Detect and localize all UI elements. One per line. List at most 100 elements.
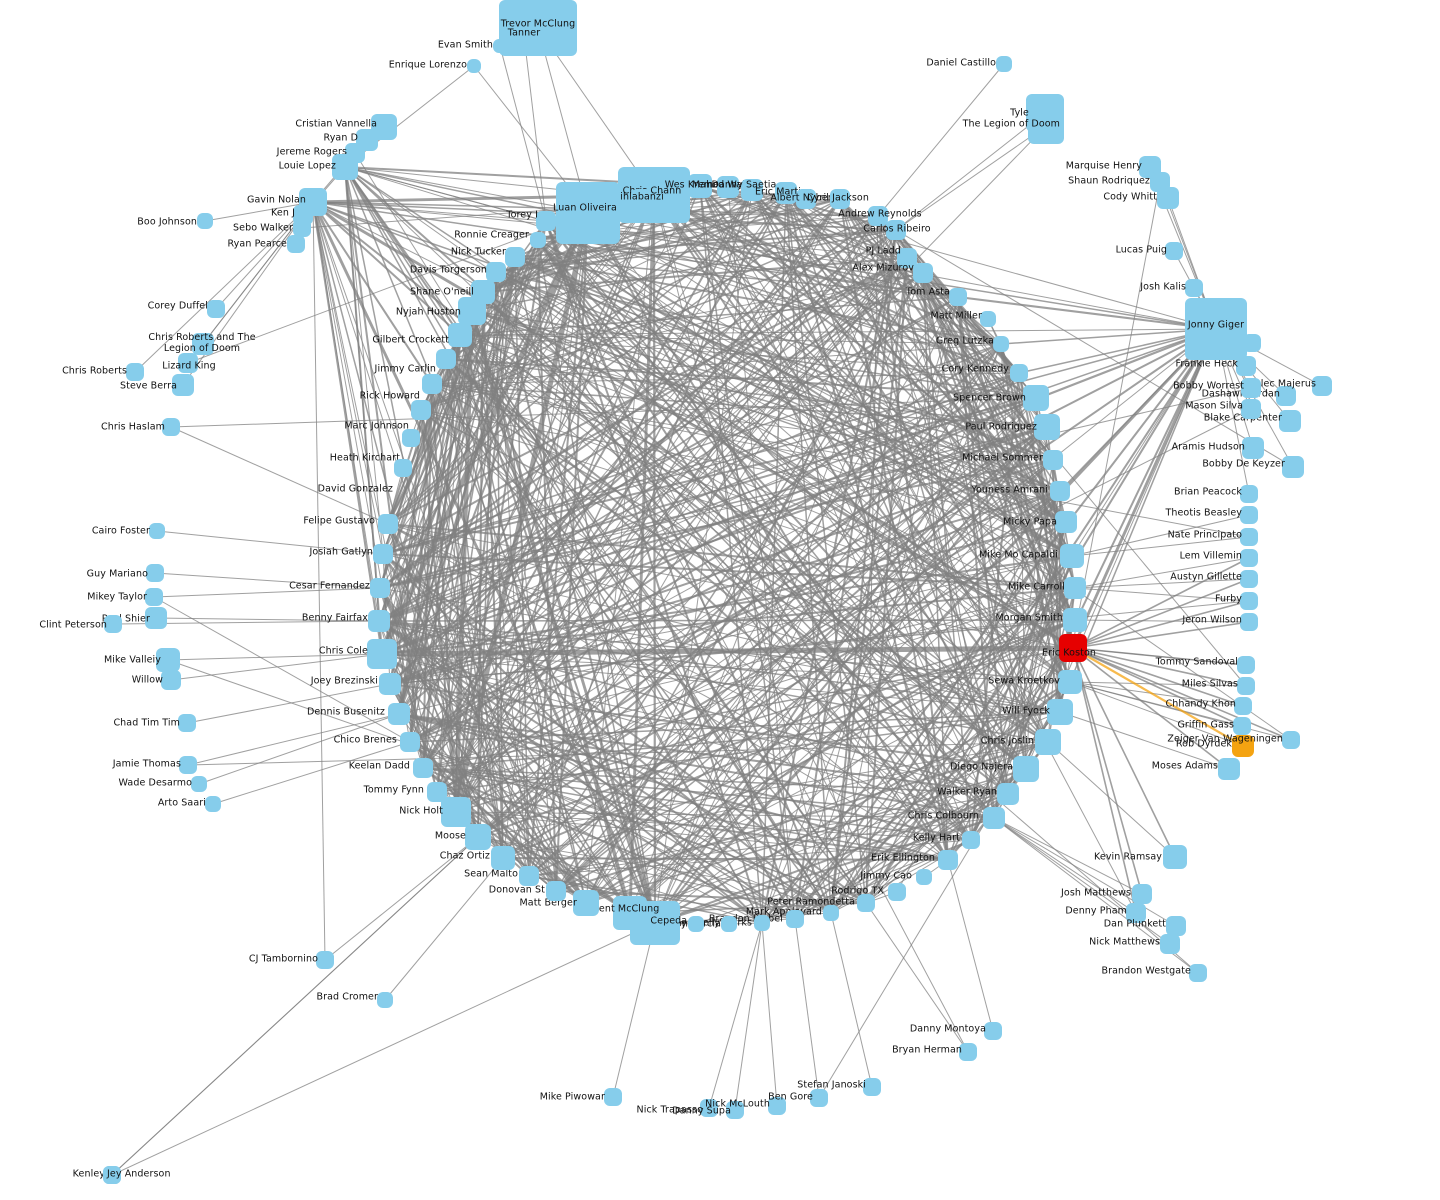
graph-node[interactable] — [1232, 735, 1254, 757]
graph-node[interactable] — [402, 429, 420, 447]
graph-node[interactable] — [411, 400, 431, 420]
graph-node[interactable] — [1242, 437, 1264, 459]
graph-node[interactable] — [886, 220, 906, 240]
graph-node[interactable] — [1233, 717, 1251, 735]
graph-node[interactable] — [172, 374, 194, 396]
graph-node[interactable] — [1035, 729, 1061, 755]
graph-node[interactable] — [613, 896, 647, 930]
graph-node[interactable] — [465, 824, 491, 850]
graph-node[interactable] — [192, 333, 214, 355]
graph-node[interactable] — [293, 219, 311, 237]
graph-node[interactable] — [1157, 187, 1179, 209]
graph-node[interactable] — [573, 890, 599, 916]
graph-node[interactable] — [368, 610, 390, 632]
graph-node[interactable] — [441, 797, 471, 827]
graph-node[interactable] — [287, 235, 305, 253]
graph-node[interactable] — [1165, 242, 1183, 260]
graph-node[interactable] — [868, 206, 888, 226]
graph-node[interactable] — [316, 951, 334, 969]
graph-node[interactable] — [370, 578, 390, 598]
graph-node[interactable] — [1240, 613, 1258, 631]
graph-node[interactable] — [897, 248, 917, 268]
graph-node[interactable] — [197, 213, 213, 229]
graph-node[interactable] — [367, 639, 397, 669]
graph-node[interactable] — [796, 189, 816, 209]
graph-node[interactable] — [145, 588, 163, 606]
graph-node[interactable] — [467, 59, 481, 73]
graph-node[interactable] — [556, 182, 620, 244]
graph-node[interactable] — [1023, 385, 1049, 411]
graph-node[interactable] — [458, 297, 486, 325]
graph-node[interactable] — [499, 0, 577, 56]
graph-node[interactable] — [379, 673, 401, 695]
graph-node[interactable] — [1240, 485, 1258, 503]
graph-node[interactable] — [1312, 376, 1332, 396]
graph-node[interactable] — [996, 56, 1012, 72]
graph-node[interactable] — [688, 174, 712, 198]
graph-node[interactable] — [949, 288, 967, 306]
graph-node[interactable] — [1043, 450, 1063, 470]
graph-node[interactable] — [530, 232, 546, 248]
graph-node[interactable] — [1185, 279, 1203, 297]
graph-node[interactable] — [1279, 410, 1301, 432]
graph-node[interactable] — [205, 796, 221, 812]
graph-node[interactable] — [959, 1043, 977, 1061]
graph-node[interactable] — [1237, 677, 1255, 695]
graph-node[interactable] — [700, 1099, 718, 1117]
graph-node[interactable] — [179, 756, 197, 774]
graph-node[interactable] — [1282, 456, 1304, 478]
graph-node[interactable] — [104, 615, 122, 633]
graph-node[interactable] — [916, 869, 932, 885]
graph-node[interactable] — [373, 544, 393, 564]
graph-node[interactable] — [146, 564, 164, 582]
graph-node[interactable] — [863, 1078, 881, 1096]
graph-node[interactable] — [103, 1166, 121, 1184]
graph-node[interactable] — [786, 910, 804, 928]
graph-node[interactable] — [413, 758, 433, 778]
graph-node[interactable] — [1010, 364, 1028, 382]
graph-node[interactable] — [618, 167, 690, 223]
graph-node[interactable] — [1059, 634, 1087, 662]
graph-node[interactable] — [1063, 608, 1087, 632]
graph-node[interactable] — [1166, 916, 1186, 936]
graph-node[interactable] — [427, 782, 447, 802]
graph-node[interactable] — [436, 349, 456, 369]
graph-node[interactable] — [1276, 386, 1296, 406]
graph-node[interactable] — [962, 831, 980, 849]
graph-node[interactable] — [604, 1088, 622, 1106]
graph-node[interactable] — [1240, 592, 1258, 610]
graph-node[interactable] — [400, 732, 420, 752]
graph-node[interactable] — [1034, 414, 1060, 440]
graph-node[interactable] — [516, 28, 532, 44]
graph-node[interactable] — [726, 1101, 744, 1119]
graph-node[interactable] — [997, 783, 1019, 805]
graph-node[interactable] — [980, 311, 996, 327]
graph-node[interactable] — [1185, 298, 1247, 360]
graph-node[interactable] — [830, 189, 850, 209]
graph-node[interactable] — [1243, 334, 1261, 352]
graph-node[interactable] — [493, 39, 507, 53]
graph-node[interactable] — [1058, 670, 1082, 694]
graph-node[interactable] — [448, 323, 472, 347]
graph-node[interactable] — [1189, 964, 1207, 982]
graph-node[interactable] — [984, 1022, 1002, 1040]
graph-node[interactable] — [1132, 884, 1152, 904]
graph-node[interactable] — [1236, 356, 1256, 376]
graph-node[interactable] — [519, 866, 539, 886]
graph-node[interactable] — [688, 916, 704, 932]
graph-node[interactable] — [754, 915, 770, 931]
graph-node[interactable] — [1160, 934, 1180, 954]
graph-node[interactable] — [536, 211, 556, 231]
graph-node[interactable] — [1241, 378, 1261, 398]
graph-node[interactable] — [1240, 506, 1258, 524]
graph-node[interactable] — [1240, 570, 1258, 588]
graph-node[interactable] — [768, 1097, 786, 1115]
graph-node[interactable] — [126, 363, 144, 381]
graph-node[interactable] — [378, 514, 398, 534]
graph-node[interactable] — [1163, 845, 1187, 869]
graph-node[interactable] — [913, 263, 933, 283]
graph-node[interactable] — [993, 336, 1009, 352]
graph-node[interactable] — [1050, 481, 1070, 501]
graph-node[interactable] — [1241, 399, 1261, 419]
graph-node[interactable] — [775, 182, 797, 204]
